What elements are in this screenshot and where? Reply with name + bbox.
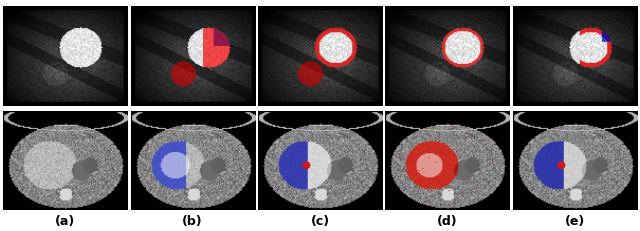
- X-axis label: (a): (a): [55, 214, 76, 227]
- X-axis label: (b): (b): [182, 214, 203, 227]
- X-axis label: (c): (c): [310, 214, 330, 227]
- X-axis label: (e): (e): [564, 214, 585, 227]
- X-axis label: (d): (d): [437, 214, 458, 227]
